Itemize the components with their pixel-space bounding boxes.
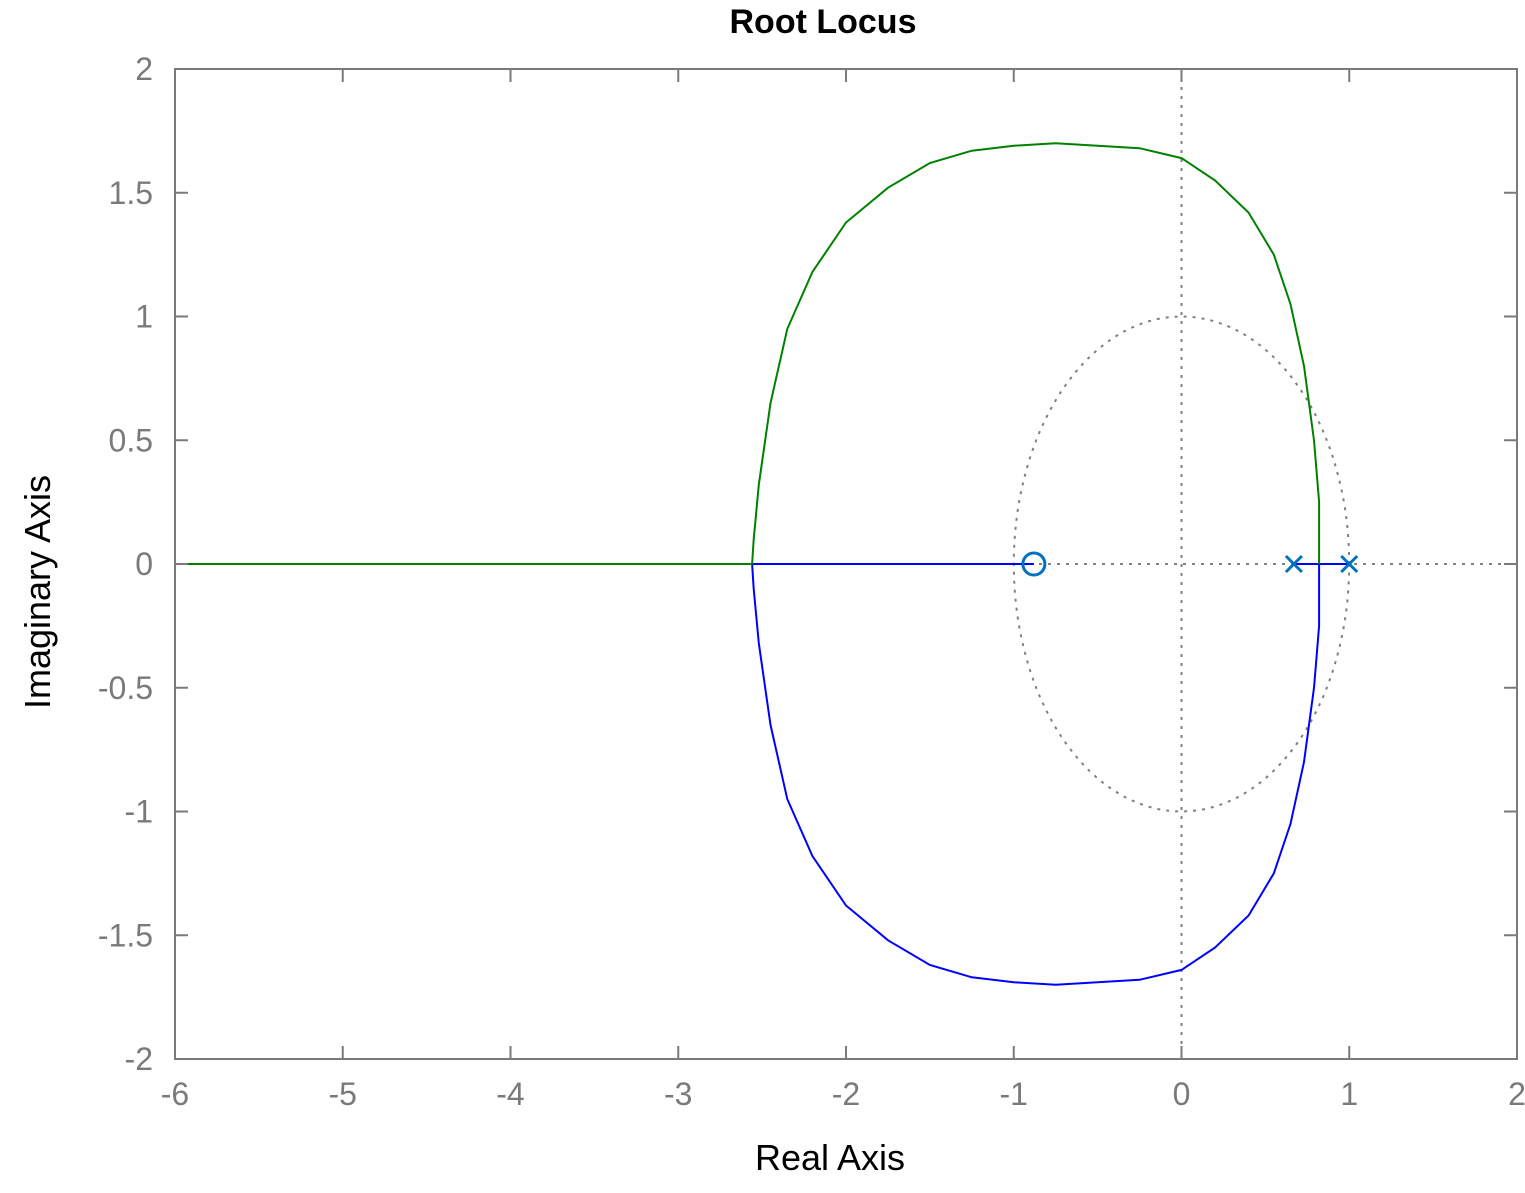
y-tick-label: 1 (135, 299, 153, 335)
x-tick-label: -1 (1000, 1076, 1028, 1112)
x-tick-label: 1 (1340, 1076, 1358, 1112)
y-tick-label: 0.5 (109, 422, 153, 458)
y-tick-label: 0 (135, 546, 153, 582)
zero-marker-1 (1021, 551, 1047, 577)
y-tick-label: 1.5 (109, 175, 153, 211)
y-tick-label: -1 (125, 794, 153, 830)
y-tick-label: -2 (125, 1041, 153, 1077)
pole-marker-2 (1340, 554, 1359, 574)
y-tick-label: -0.5 (98, 670, 153, 706)
x-tick-label: -2 (832, 1076, 860, 1112)
x-tick-label: -3 (664, 1076, 692, 1112)
x-tick-label: 2 (1508, 1076, 1525, 1112)
y-tick-label: -1.5 (98, 917, 153, 953)
x-tick-label: 0 (1173, 1076, 1191, 1112)
locus-branch-2 (751, 563, 1321, 986)
locus-branch-4 (751, 142, 1321, 565)
chart-title: Root Locus (730, 3, 917, 41)
x-tick-label: -4 (496, 1076, 524, 1112)
x-tick-label: -6 (161, 1076, 189, 1112)
plot-area: -6 -5 -4 -3 -2 -1 0 1 2 -2 -1.5 -1 -0.5 0 0.5 1 1.5 2 (98, 51, 1525, 1112)
y-axis-label: Imaginary Axis (17, 475, 58, 709)
y-tick-label: 2 (135, 51, 153, 87)
x-axis-label: Real Axis (755, 1137, 905, 1178)
pole-marker-1 (1284, 554, 1303, 574)
x-tick-label: -5 (329, 1076, 357, 1112)
